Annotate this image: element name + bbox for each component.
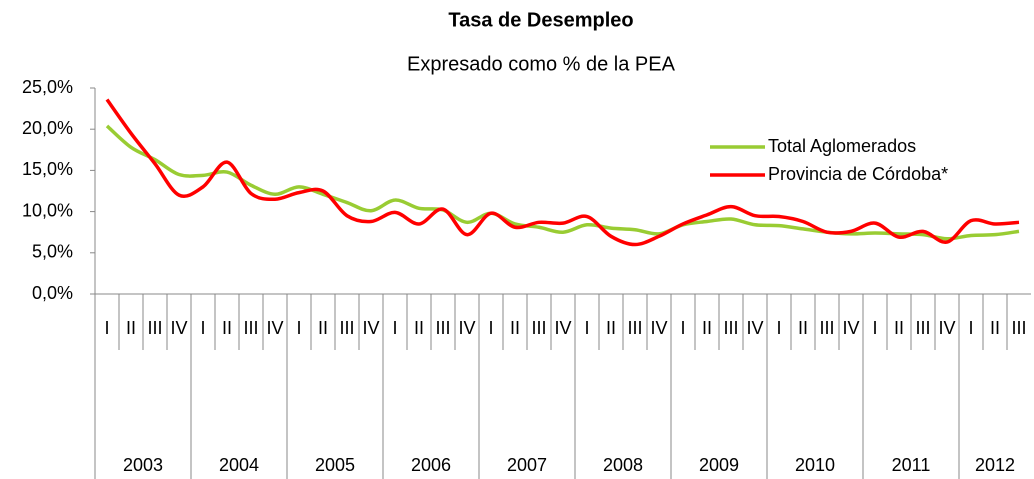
x-tick-label: III — [627, 318, 642, 338]
x-tick-label: IV — [458, 318, 475, 338]
legend-label: Total Aglomerados — [768, 136, 916, 156]
x-tick-label: II — [894, 318, 904, 338]
x-tick-label: III — [819, 318, 834, 338]
year-label: 2003 — [123, 455, 163, 475]
y-tick-label: 5,0% — [32, 242, 73, 262]
x-tick-label: I — [872, 318, 877, 338]
x-tick-label: III — [1011, 318, 1026, 338]
x-tick-label: IV — [554, 318, 571, 338]
x-tick-label: III — [723, 318, 738, 338]
legend-label: Provincia de Córdoba* — [768, 164, 948, 184]
x-tick-label: IV — [170, 318, 187, 338]
x-tick-label: III — [147, 318, 162, 338]
x-tick-label: II — [318, 318, 328, 338]
x-tick-label: II — [702, 318, 712, 338]
y-tick-label: 15,0% — [22, 159, 73, 179]
year-label: 2004 — [219, 455, 259, 475]
y-tick-label: 20,0% — [22, 118, 73, 138]
x-tick-label: I — [392, 318, 397, 338]
x-tick-label: I — [488, 318, 493, 338]
x-tick-label: III — [531, 318, 546, 338]
year-label: 2011 — [892, 455, 931, 475]
x-tick-label: I — [200, 318, 205, 338]
year-label: 2007 — [507, 455, 547, 475]
x-tick-label: III — [243, 318, 258, 338]
y-tick-label: 0,0% — [32, 283, 73, 303]
x-tick-label: IV — [842, 318, 859, 338]
year-label: 2009 — [699, 455, 739, 475]
x-tick-label: I — [968, 318, 973, 338]
x-tick-label: I — [584, 318, 589, 338]
x-tick-label: II — [798, 318, 808, 338]
y-tick-label: 25,0% — [22, 77, 73, 97]
x-tick-label: II — [510, 318, 520, 338]
x-tick-label: IV — [650, 318, 667, 338]
x-tick-label: I — [776, 318, 781, 338]
x-tick-label: I — [680, 318, 685, 338]
x-tick-label: I — [296, 318, 301, 338]
year-label: 2012 — [975, 455, 1015, 475]
year-label: 2010 — [795, 455, 835, 475]
x-tick-label: II — [222, 318, 232, 338]
x-tick-label: IV — [266, 318, 283, 338]
year-label: 2008 — [603, 455, 643, 475]
x-tick-label: IV — [938, 318, 955, 338]
x-tick-label: II — [606, 318, 616, 338]
x-tick-label: I — [104, 318, 109, 338]
series-line — [105, 124, 1020, 241]
x-tick-label: III — [915, 318, 930, 338]
x-tick-label: II — [126, 318, 136, 338]
x-tick-label: II — [990, 318, 1000, 338]
x-tick-label: II — [414, 318, 424, 338]
year-label: 2006 — [411, 455, 451, 475]
x-tick-label: IV — [746, 318, 763, 338]
y-tick-label: 10,0% — [22, 200, 73, 220]
x-tick-label: IV — [362, 318, 379, 338]
year-label: 2005 — [315, 455, 355, 475]
series-line — [105, 98, 1020, 247]
chart-subtitle: Expresado como % de la PEA — [407, 53, 676, 75]
x-tick-label: III — [339, 318, 354, 338]
x-tick-label: III — [435, 318, 450, 338]
chart-title: Tasa de Desempleo — [448, 9, 633, 31]
